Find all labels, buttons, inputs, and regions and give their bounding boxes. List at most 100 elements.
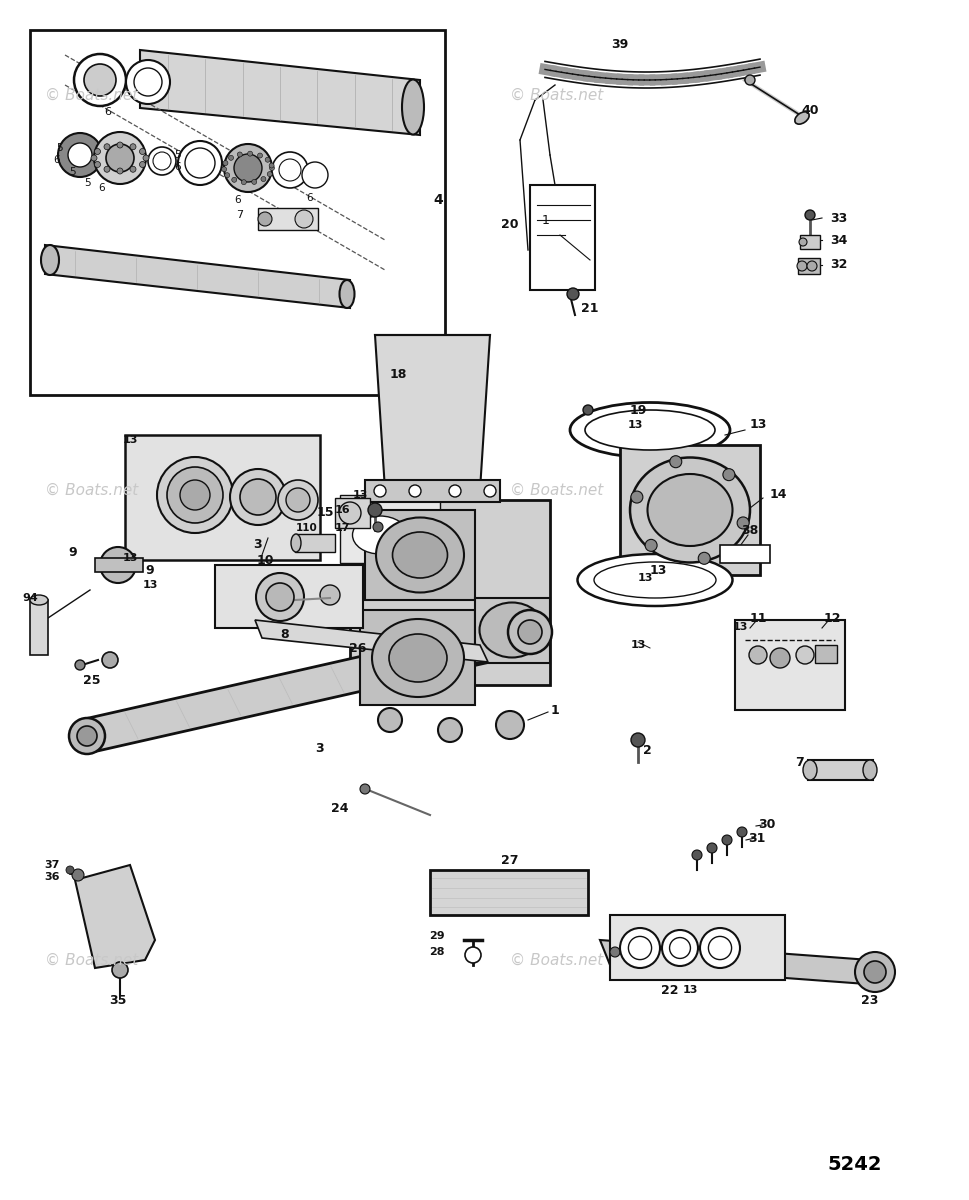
Circle shape (265, 157, 270, 162)
Circle shape (630, 491, 642, 503)
Text: 40: 40 (800, 103, 818, 116)
Circle shape (495, 710, 523, 739)
Text: 36: 36 (45, 872, 60, 882)
Circle shape (863, 961, 885, 983)
Ellipse shape (570, 402, 730, 457)
Ellipse shape (352, 516, 407, 554)
Bar (125, 434, 320, 560)
Circle shape (619, 928, 659, 968)
Circle shape (669, 456, 681, 468)
Text: 33: 33 (829, 211, 846, 224)
Text: © Boats.net: © Boats.net (45, 88, 139, 102)
Bar (610, 914, 784, 980)
Circle shape (748, 646, 766, 664)
Text: 3: 3 (315, 742, 324, 755)
Text: 32: 32 (829, 258, 847, 271)
Circle shape (239, 479, 276, 515)
Text: 6: 6 (105, 107, 111, 116)
Circle shape (338, 502, 360, 524)
Ellipse shape (794, 112, 808, 124)
Circle shape (721, 835, 732, 845)
Circle shape (256, 572, 303, 622)
Circle shape (278, 480, 318, 520)
Circle shape (153, 152, 171, 170)
Text: 5: 5 (70, 167, 77, 176)
Text: 29: 29 (429, 931, 445, 941)
Circle shape (104, 144, 109, 150)
Text: 13: 13 (648, 564, 666, 576)
Circle shape (266, 583, 294, 611)
Circle shape (610, 947, 619, 958)
Circle shape (232, 178, 236, 182)
Text: 7: 7 (795, 756, 803, 768)
Circle shape (72, 869, 84, 881)
Text: 13: 13 (352, 490, 367, 500)
Circle shape (373, 522, 383, 532)
Bar (30, 600, 47, 655)
Circle shape (367, 503, 382, 517)
Ellipse shape (30, 595, 47, 605)
Circle shape (271, 152, 308, 188)
Polygon shape (79, 618, 543, 752)
Polygon shape (45, 245, 350, 308)
Circle shape (241, 180, 246, 185)
Text: 9: 9 (145, 564, 154, 576)
Text: © Boats.net: © Boats.net (45, 482, 139, 498)
Circle shape (142, 155, 149, 161)
Text: 20: 20 (501, 218, 518, 232)
Circle shape (722, 469, 735, 481)
Ellipse shape (479, 602, 544, 658)
Circle shape (68, 143, 92, 167)
Text: 34: 34 (829, 234, 847, 246)
Circle shape (94, 162, 101, 168)
Circle shape (736, 827, 746, 838)
Circle shape (806, 260, 816, 271)
Circle shape (104, 167, 109, 173)
Circle shape (74, 54, 126, 106)
Circle shape (628, 936, 651, 960)
Circle shape (140, 149, 145, 155)
Text: 7: 7 (236, 210, 243, 220)
Text: 13: 13 (122, 434, 138, 445)
Circle shape (409, 485, 421, 497)
Text: 13: 13 (749, 419, 766, 432)
Text: 6: 6 (53, 155, 60, 164)
Circle shape (286, 488, 310, 512)
Circle shape (582, 404, 592, 415)
Circle shape (449, 485, 460, 497)
Bar (258, 208, 318, 230)
Bar (719, 545, 769, 563)
Text: 35: 35 (109, 994, 127, 1007)
Circle shape (157, 457, 233, 533)
Bar (215, 565, 362, 628)
Circle shape (257, 154, 263, 158)
Text: 10: 10 (256, 553, 273, 566)
Ellipse shape (392, 532, 447, 578)
Circle shape (374, 485, 386, 497)
Circle shape (130, 144, 136, 150)
Text: © Boats.net: © Boats.net (45, 953, 139, 967)
Text: 3: 3 (254, 539, 262, 552)
Text: 23: 23 (860, 994, 878, 1007)
Circle shape (75, 660, 85, 670)
Circle shape (804, 210, 814, 220)
Ellipse shape (584, 410, 714, 450)
Text: 13: 13 (142, 580, 158, 590)
Circle shape (223, 161, 228, 166)
Text: 39: 39 (610, 38, 628, 52)
Bar (364, 510, 475, 600)
Circle shape (126, 60, 170, 104)
Bar (334, 498, 369, 528)
Text: 13: 13 (681, 985, 697, 995)
Circle shape (631, 733, 644, 746)
Circle shape (854, 952, 894, 992)
Polygon shape (600, 940, 879, 985)
Circle shape (111, 962, 128, 978)
Text: 26: 26 (349, 642, 366, 654)
Text: © Boats.net: © Boats.net (510, 482, 603, 498)
Circle shape (669, 937, 690, 959)
Text: 13: 13 (637, 572, 652, 583)
Circle shape (94, 132, 146, 184)
Polygon shape (255, 620, 487, 662)
Circle shape (180, 480, 209, 510)
